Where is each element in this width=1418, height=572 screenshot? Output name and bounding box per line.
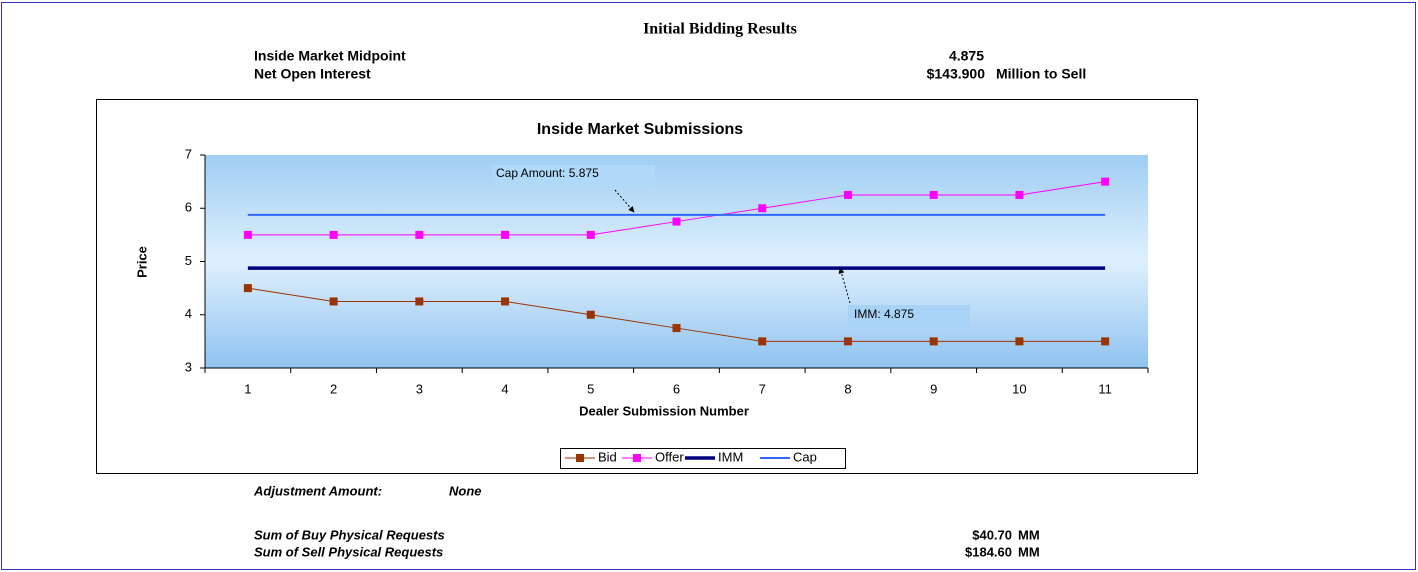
x-tick-label: 1 bbox=[244, 381, 251, 396]
annotation-box bbox=[492, 165, 655, 187]
row-label: Sum of Sell Physical Requests bbox=[254, 544, 443, 559]
point-marker bbox=[758, 204, 767, 213]
row-value: $40.70 bbox=[972, 527, 1012, 542]
y-tick-label: 3 bbox=[185, 359, 192, 374]
legend-label: Offer bbox=[655, 449, 684, 464]
x-axis-title: Dealer Submission Number bbox=[579, 403, 749, 418]
adjustment-label: Adjustment Amount: bbox=[253, 483, 382, 498]
chart-title: Inside Market Submissions bbox=[537, 121, 743, 138]
point-marker bbox=[672, 217, 681, 226]
point-marker bbox=[929, 190, 938, 199]
point-marker bbox=[329, 297, 338, 306]
row-unit: MM bbox=[1018, 544, 1040, 559]
row-label: Inside Market Midpoint bbox=[254, 48, 406, 64]
y-tick-label: 4 bbox=[185, 306, 192, 321]
point-marker bbox=[415, 230, 424, 239]
legend-label: IMM bbox=[718, 449, 743, 464]
adjustment-value: None bbox=[449, 483, 482, 498]
row-unit: Million to Sell bbox=[996, 66, 1086, 82]
point-marker bbox=[843, 190, 852, 199]
point-marker bbox=[501, 297, 510, 306]
x-tick-label: 5 bbox=[587, 381, 594, 396]
row-value: 4.875 bbox=[949, 48, 984, 64]
x-tick-label: 2 bbox=[330, 381, 337, 396]
row-value: $143.900 bbox=[927, 66, 986, 82]
annotation-box bbox=[848, 305, 970, 328]
x-tick-label: 7 bbox=[759, 381, 766, 396]
y-axis-title: Price bbox=[134, 246, 149, 278]
point-marker bbox=[758, 337, 767, 346]
x-tick-label: 6 bbox=[673, 381, 680, 396]
legend-label: Cap bbox=[793, 449, 817, 464]
y-tick-label: 5 bbox=[185, 253, 192, 268]
x-tick-label: 4 bbox=[501, 381, 508, 396]
y-tick-label: 7 bbox=[185, 146, 192, 161]
y-tick-label: 6 bbox=[185, 200, 192, 215]
annotation: IMM: 4.875 bbox=[854, 307, 914, 321]
row-label: Net Open Interest bbox=[254, 66, 371, 82]
point-marker bbox=[1101, 177, 1110, 186]
point-marker bbox=[243, 284, 252, 293]
point-marker bbox=[586, 230, 595, 239]
row-value: $184.60 bbox=[965, 544, 1012, 559]
point-marker bbox=[586, 310, 595, 319]
x-tick-label: 9 bbox=[930, 381, 937, 396]
x-tick-label: 3 bbox=[416, 381, 423, 396]
point-marker bbox=[415, 297, 424, 306]
point-marker bbox=[329, 230, 338, 239]
x-tick-label: 10 bbox=[1012, 381, 1026, 396]
point-marker bbox=[843, 337, 852, 346]
point-marker bbox=[672, 324, 681, 333]
legend-label: Bid bbox=[598, 449, 617, 464]
annotation-arrow bbox=[614, 189, 635, 213]
legend-marker bbox=[633, 454, 641, 462]
point-marker bbox=[243, 230, 252, 239]
plot-area bbox=[205, 155, 1148, 368]
point-marker bbox=[501, 230, 510, 239]
x-tick-label: 8 bbox=[844, 381, 851, 396]
point-marker bbox=[1015, 190, 1024, 199]
point-marker bbox=[929, 337, 938, 346]
point-marker bbox=[1101, 337, 1110, 346]
row-label: Sum of Buy Physical Requests bbox=[254, 527, 445, 542]
x-tick-label: 11 bbox=[1098, 381, 1112, 396]
annotation: Cap Amount: 5.875 bbox=[496, 166, 599, 180]
point-marker bbox=[1015, 337, 1024, 346]
page-title: Initial Bidding Results bbox=[643, 21, 797, 38]
legend-marker bbox=[576, 454, 584, 462]
row-unit: MM bbox=[1018, 527, 1040, 542]
